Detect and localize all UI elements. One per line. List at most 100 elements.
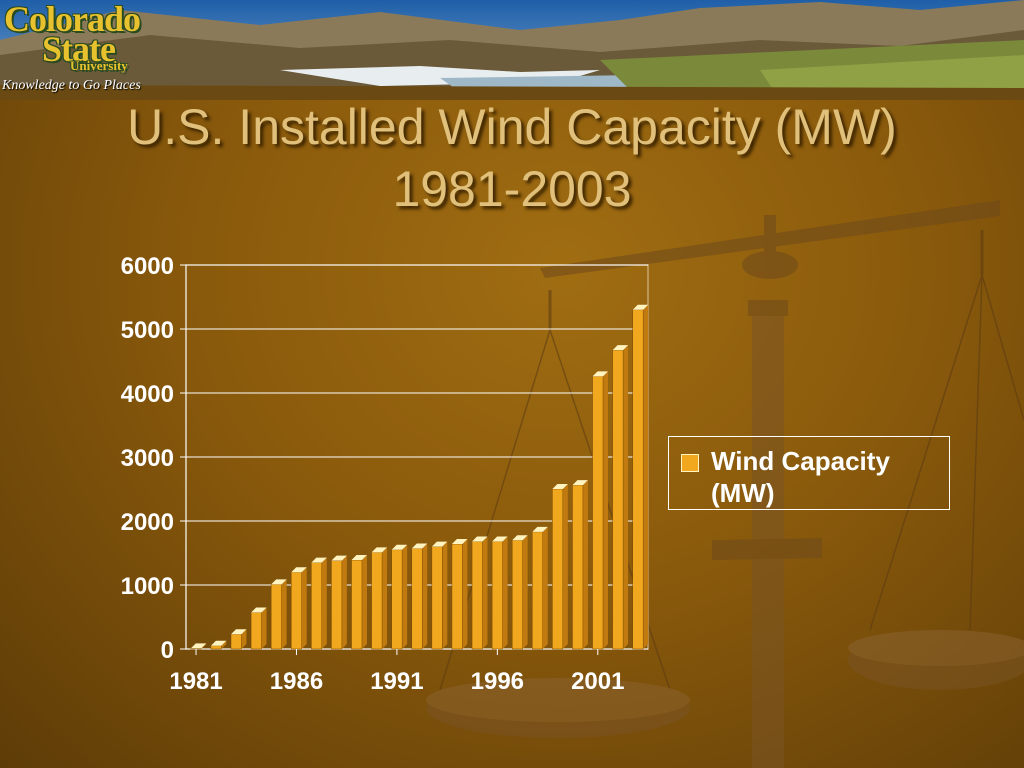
bar [451, 539, 468, 650]
x-tick-label: 1981 [169, 668, 222, 695]
bar-face [532, 531, 543, 650]
bar-side [422, 543, 428, 649]
bar-top [532, 526, 548, 532]
y-tick-label: 2000 [121, 509, 174, 536]
bar-top [291, 567, 307, 573]
x-tick-label: 1991 [370, 668, 423, 695]
chart-legend: Wind Capacity (MW) [668, 436, 950, 510]
bar [371, 547, 388, 650]
y-tick-label: 6000 [121, 253, 174, 280]
bar-side [482, 536, 488, 649]
slide-title: U.S. Installed Wind Capacity (MW) 1981-2… [0, 96, 1024, 220]
bar-side [402, 544, 408, 649]
bar [391, 544, 408, 650]
bar-top [451, 539, 468, 545]
bar-top [391, 544, 408, 550]
bar-top [251, 607, 267, 613]
bar-face [230, 634, 242, 650]
bar-side [221, 640, 227, 649]
bar-top [431, 541, 448, 547]
y-tick-label: 4000 [121, 381, 174, 408]
header-banner [0, 0, 1024, 100]
logo-line-colorado: Colorado [4, 0, 141, 39]
bar-side [361, 555, 367, 649]
bar-face [511, 539, 523, 650]
bar [210, 640, 227, 650]
bar-top [371, 547, 388, 553]
bar [491, 536, 508, 650]
bar [190, 643, 207, 650]
bar-side [562, 484, 568, 649]
bar-face [491, 541, 503, 650]
x-tick-label: 1996 [471, 668, 524, 695]
bar-side [542, 526, 548, 649]
university-logo: Colorado State University Knowledge to G… [0, 0, 185, 100]
bar-side [321, 557, 327, 649]
bar-face [451, 543, 463, 650]
bar-face [592, 376, 604, 650]
bar-face [572, 484, 584, 650]
bar-top [492, 536, 508, 542]
bar [331, 555, 347, 650]
bar-top [612, 345, 629, 351]
bar-side [341, 555, 347, 649]
bar [511, 535, 528, 650]
bar-face [431, 546, 443, 650]
bar [351, 555, 367, 650]
bar [250, 607, 267, 650]
bar-face [250, 612, 262, 650]
bar-face [190, 648, 202, 650]
y-tick-label: 3000 [121, 445, 174, 472]
bar-face [552, 488, 564, 650]
bar-side [462, 539, 468, 649]
bar [612, 345, 629, 650]
bar-top [190, 643, 207, 649]
x-tick-label: 2001 [571, 668, 624, 695]
bar-top [632, 304, 649, 310]
bar-top [592, 371, 609, 377]
bar [471, 536, 488, 650]
bar [431, 541, 448, 650]
bar [230, 629, 247, 650]
bar-top [271, 579, 287, 585]
bar-side [281, 579, 287, 649]
x-tick-label: 1986 [270, 668, 323, 695]
bar [270, 579, 287, 650]
logo-line-university: University [70, 58, 128, 73]
bar-top [552, 484, 568, 489]
slide-title-line-1: U.S. Installed Wind Capacity (MW) [127, 99, 897, 155]
bar [291, 567, 307, 650]
bar-side [582, 480, 588, 649]
bar-face [291, 571, 302, 650]
bar-side [623, 345, 629, 649]
slide-title-line-2: 1981-2003 [392, 161, 632, 217]
bar-side [241, 629, 247, 649]
bar-face [311, 562, 323, 650]
bar-top [230, 629, 247, 635]
bar-top [572, 480, 588, 486]
bar-side [643, 304, 649, 649]
bar-face [632, 309, 644, 650]
bar-side [201, 643, 207, 649]
bar [532, 526, 548, 650]
bar [572, 480, 588, 650]
bar-top [512, 535, 528, 541]
bar-side [522, 535, 528, 649]
bar-side [301, 567, 307, 649]
y-tick-label: 1000 [121, 573, 174, 600]
bar [592, 371, 609, 650]
bar-top [331, 555, 347, 561]
x-axis-tick-labels: 1981 1986 1991 1996 2001 [169, 649, 624, 695]
bar-side [261, 607, 267, 649]
y-tick-label: 5000 [121, 317, 174, 344]
bar [311, 557, 327, 650]
bar-side [603, 371, 609, 649]
bar-face [331, 560, 343, 650]
bar-side [442, 541, 448, 649]
y-axis-tick-labels: 0 1000 2000 3000 4000 5000 6000 [121, 253, 174, 664]
bar-series [190, 304, 649, 650]
bar [632, 304, 649, 650]
bar [411, 543, 428, 650]
